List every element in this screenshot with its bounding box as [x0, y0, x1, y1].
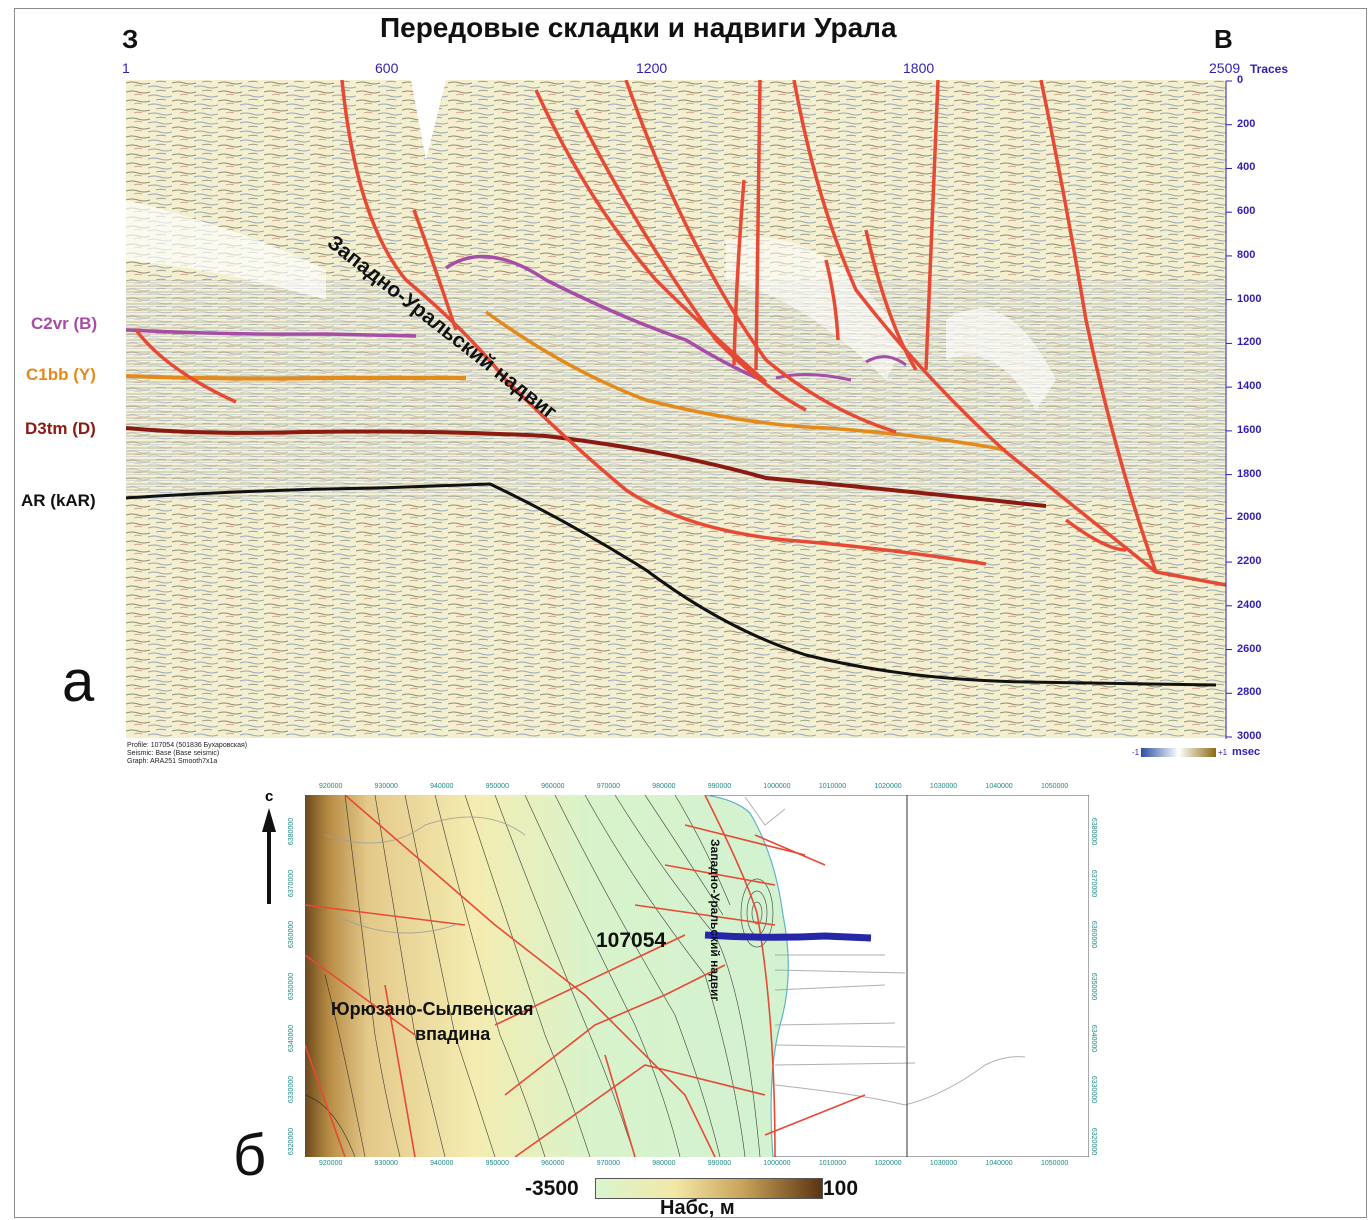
colorbar-unit: msec — [1232, 746, 1261, 758]
depth-colorbar — [595, 1178, 823, 1199]
legend-max: 100 — [823, 1177, 859, 1200]
map-y-tick: 6370000 — [1090, 869, 1098, 897]
trace-tick-2509: 2509 — [1209, 60, 1241, 76]
map-x-tick: 1040000 — [985, 783, 1013, 790]
time-tick-label: 2800 — [1237, 686, 1262, 699]
time-tick-label: 2200 — [1237, 555, 1262, 568]
east-label: В — [1214, 24, 1233, 54]
time-tick-label: 1400 — [1237, 380, 1262, 393]
map-x-tick: 960000 — [541, 783, 565, 790]
structure-map: Западно-Уральский надвиг — [305, 795, 1089, 1157]
horizon-label-ar: AR (kAR) — [21, 491, 96, 510]
trace-tick-600: 600 — [375, 60, 399, 76]
map-y-tick: 6360000 — [1090, 921, 1098, 949]
profile-line — [704, 931, 872, 942]
trace-tick-1200: 1200 — [636, 60, 668, 76]
colorbar-max: +1 — [1218, 748, 1228, 757]
map-x-tick: 1050000 — [1041, 783, 1069, 790]
horizon-label-d3tm: D3tm (D) — [25, 419, 96, 438]
trace-tick-1800: 1800 — [903, 60, 935, 76]
map-y-tick: 6380000 — [1090, 817, 1098, 846]
map-x-tick: 980000 — [652, 783, 676, 790]
horizon-label-c1bb: C1bb (Y) — [26, 365, 96, 384]
map-x-tick: 950000 — [485, 1160, 509, 1167]
time-tick-label: 2600 — [1237, 642, 1262, 655]
section-metadata: Profile: 107054 (501836 Бухаровская) Sei… — [127, 742, 248, 765]
map-x-tick: 1000000 — [763, 783, 791, 790]
map-y-tick: 6320000 — [288, 1127, 296, 1156]
traces-unit-label: Traces — [1250, 62, 1289, 76]
map-x-tick: 1020000 — [874, 783, 902, 790]
map-x-tick: 920000 — [319, 1160, 343, 1167]
panel-letter-b: б — [233, 1123, 267, 1188]
map-x-tick: 970000 — [596, 1160, 621, 1167]
map-y-tick: 6370000 — [288, 869, 296, 897]
time-tick-label: 1800 — [1237, 467, 1262, 480]
map-y-tick: 6320000 — [1090, 1127, 1098, 1156]
map-x-tick: 940000 — [430, 1160, 454, 1167]
map-x-tick: 990000 — [707, 1160, 732, 1167]
time-tick-label: 1000 — [1237, 292, 1262, 305]
time-axis — [1225, 80, 1232, 739]
map-x-tick: 920000 — [319, 783, 343, 790]
map-x-tick: 1050000 — [1041, 1160, 1069, 1167]
time-tick-label: 200 — [1237, 117, 1256, 130]
west-label: З — [122, 24, 139, 54]
map-x-tick: 970000 — [596, 783, 621, 790]
map-x-tick: 1010000 — [818, 1160, 847, 1167]
trace-tick-1: 1 — [122, 60, 130, 76]
time-tick-label: 1600 — [1237, 423, 1262, 436]
map-y-tick: 6350000 — [288, 972, 296, 1001]
time-tick-label: 0 — [1237, 74, 1244, 86]
section-title: Передовые складки и надвиги Урала — [380, 12, 897, 43]
map-x-tick: 940000 — [430, 783, 454, 790]
map-x-tick: 960000 — [541, 1160, 565, 1167]
time-tick-label: 800 — [1237, 248, 1256, 261]
map-y-tick: 6330000 — [1090, 1076, 1098, 1104]
profile-label: 107054 — [596, 929, 667, 952]
legend-min: -3500 — [525, 1177, 579, 1200]
map-y-tick: 6330000 — [288, 1076, 296, 1104]
map-x-tick: 950000 — [485, 783, 509, 790]
map-x-tick: 930000 — [374, 783, 398, 790]
map-x-tick: 930000 — [374, 1160, 398, 1167]
map-x-tick: 1020000 — [874, 1160, 902, 1167]
north-label: с — [265, 788, 274, 805]
amplitude-colorbar — [1141, 748, 1216, 757]
depression-label-line1: Юрюзано-Сылвенская — [331, 999, 534, 1019]
map-x-tick: 1010000 — [818, 783, 847, 790]
colorbar-min: -1 — [1132, 748, 1140, 757]
map-y-tick: 6350000 — [1090, 972, 1098, 1001]
map-x-tick: 1000000 — [763, 1160, 791, 1167]
time-tick-label: 1200 — [1237, 336, 1262, 349]
map-y-tick: 6340000 — [288, 1024, 296, 1052]
time-tick-label: 2000 — [1237, 511, 1262, 524]
horizon-label-c2vr: C2vr (B) — [31, 314, 98, 333]
north-arrow-icon — [262, 808, 276, 904]
time-tick-label: 3000 — [1237, 730, 1262, 742]
legend-label: Набс, м — [660, 1197, 735, 1219]
time-tick-label: 400 — [1237, 161, 1256, 174]
map-x-tick: 1040000 — [985, 1160, 1013, 1167]
thrust-label-map: Западно-Уральский надвиг — [708, 839, 722, 1001]
panel-letter-a: а — [62, 649, 95, 714]
time-tick-label: 2400 — [1237, 598, 1262, 611]
figure-frame — [14, 8, 1367, 1218]
map-y-tick: 6340000 — [1090, 1024, 1098, 1052]
map-x-tick: 1030000 — [929, 783, 958, 790]
map-x-tick: 1030000 — [929, 1160, 958, 1167]
seismic-section: Западно-Уральский надвиг — [126, 80, 1226, 738]
map-y-tick: 6360000 — [288, 921, 296, 949]
depression-label-line2: впадина — [415, 1024, 491, 1044]
map-y-tick: 6380000 — [288, 817, 296, 846]
time-tick-label: 600 — [1237, 205, 1256, 218]
map-x-tick: 990000 — [707, 783, 732, 790]
map-x-tick: 980000 — [652, 1160, 676, 1167]
